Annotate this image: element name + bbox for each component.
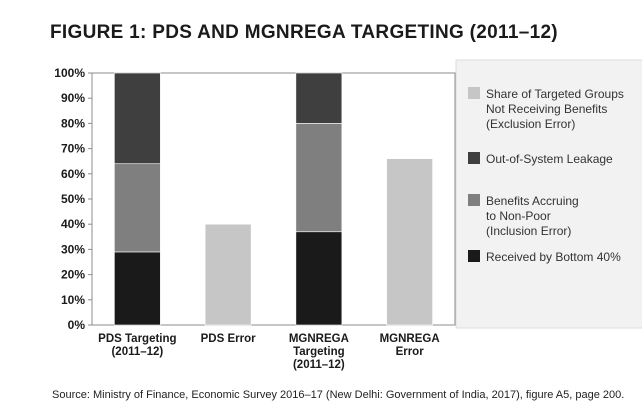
x-category-label: MGNREGA xyxy=(289,333,349,345)
chart-title: FIGURE 1: PDS AND MGNREGA TARGETING (201… xyxy=(50,22,558,43)
bar-segment xyxy=(295,231,343,326)
legend-panel xyxy=(455,59,642,329)
bar-segment xyxy=(204,223,252,326)
x-category-label: Error xyxy=(396,346,425,358)
y-tick-label: 70% xyxy=(61,142,85,156)
y-tick-labels: 0% 10% 20% 30% 40% 50% 60% 70% 80% 90% 100% xyxy=(54,66,85,332)
y-tick-label: 60% xyxy=(61,167,85,181)
bar-segment xyxy=(114,251,161,326)
legend-swatch xyxy=(468,152,480,164)
bar-segment xyxy=(114,163,161,253)
legend-label: Share of Targeted Groups xyxy=(486,87,624,101)
legend-background xyxy=(455,59,642,329)
legend-label: Benefits Accruing xyxy=(486,194,579,208)
x-category-label: Targeting xyxy=(293,346,345,358)
x-category-label: MGNREGA xyxy=(380,333,440,345)
legend-swatch xyxy=(468,194,480,206)
legend-swatch xyxy=(468,250,480,262)
bar-segment xyxy=(295,72,343,124)
legend-label: Not Receiving Benefits xyxy=(486,102,607,116)
legend-label: (Inclusion Error) xyxy=(486,224,571,238)
x-category-label: PDS Error xyxy=(201,333,256,345)
chart-axes xyxy=(88,72,456,326)
source-note: Source: Ministry of Finance, Economic Su… xyxy=(52,389,625,401)
bar-segment xyxy=(386,158,433,326)
legend-label: Out-of-System Leakage xyxy=(486,152,613,166)
y-tick-label: 50% xyxy=(61,192,85,206)
y-tick-label: 40% xyxy=(61,217,85,231)
x-category-label: PDS Targeting xyxy=(98,333,176,345)
bar-segment xyxy=(114,72,161,165)
x-category-label: (2011–12) xyxy=(111,346,163,358)
chart-bars xyxy=(114,72,433,326)
y-tick-label: 20% xyxy=(61,268,85,282)
bar-segment xyxy=(295,123,343,233)
x-category-label: (2011–12) xyxy=(293,359,345,371)
y-tick-label: 100% xyxy=(54,66,85,80)
y-tick-label: 80% xyxy=(61,116,85,130)
legend-label: (Exclusion Error) xyxy=(486,117,575,131)
y-tick-label: 90% xyxy=(61,91,85,105)
legend-label: Received by Bottom 40% xyxy=(486,250,621,264)
legend-swatch xyxy=(468,87,480,99)
y-tick-label: 10% xyxy=(61,293,85,307)
y-tick-label: 0% xyxy=(68,318,86,332)
x-category-labels: PDS Targeting(2011–12)PDS Error MGNREGATa… xyxy=(98,333,439,371)
legend-label: to Non-Poor xyxy=(486,209,551,223)
y-tick-label: 30% xyxy=(61,242,85,256)
